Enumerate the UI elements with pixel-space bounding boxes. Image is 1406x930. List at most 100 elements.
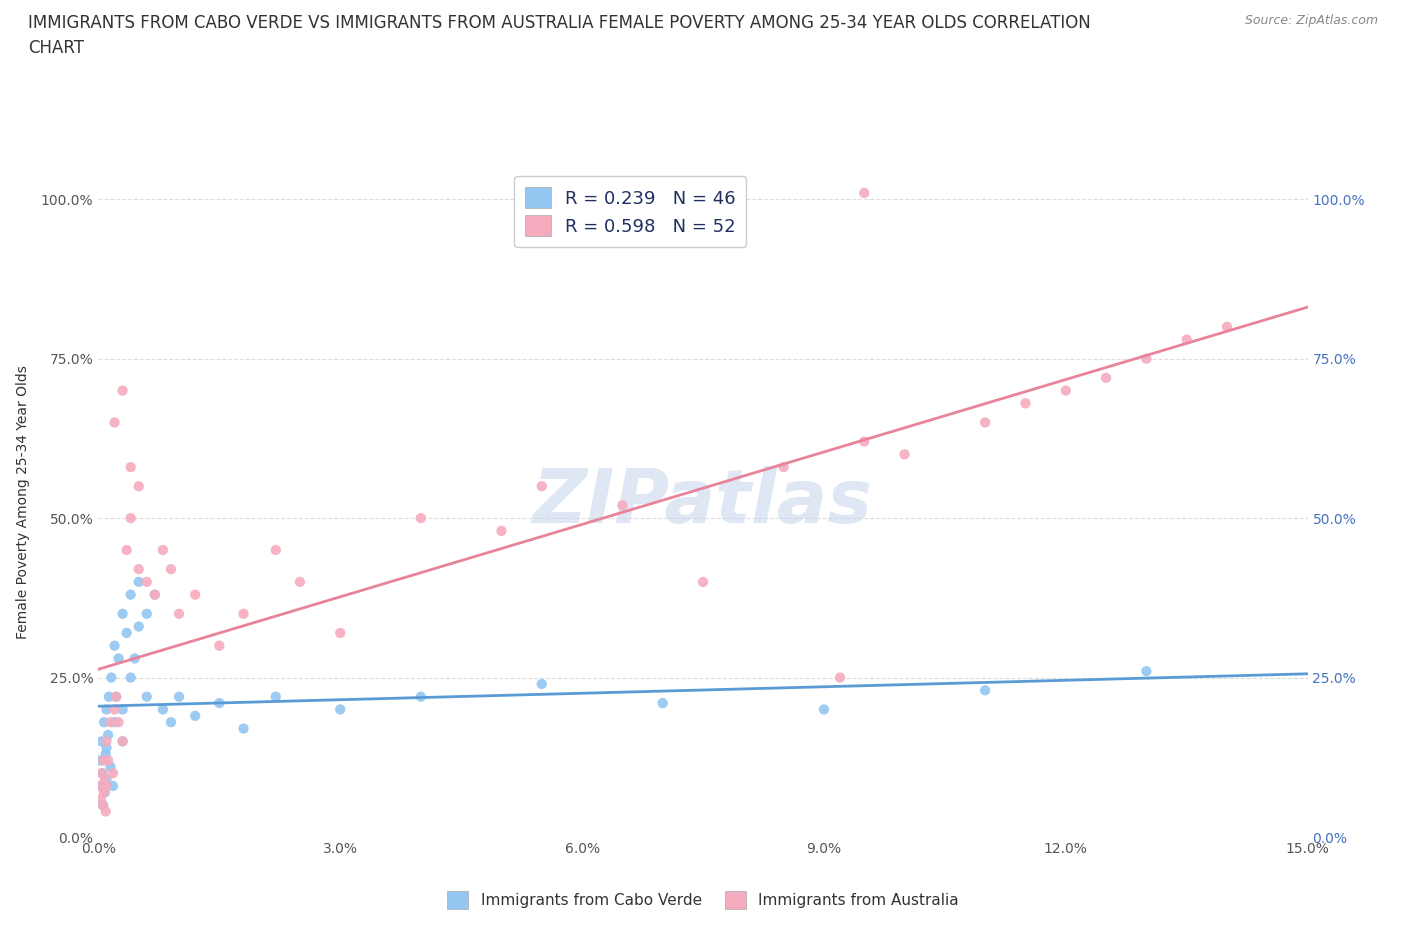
Point: [264, 689, 287, 704]
Point: [1054, 383, 1077, 398]
Point: [120, 671, 142, 685]
Point: [128, 619, 150, 634]
Point: [89, 753, 111, 768]
Point: [91, 798, 114, 813]
Point: [232, 721, 254, 736]
Point: [103, 415, 125, 430]
Point: [94, 785, 117, 800]
Point: [103, 638, 125, 653]
Point: [208, 638, 231, 653]
Point: [93, 785, 115, 800]
Point: [120, 511, 142, 525]
Point: [103, 715, 125, 730]
Point: [96, 734, 118, 749]
Point: [184, 587, 207, 602]
Point: [124, 651, 146, 666]
Point: [893, 447, 915, 462]
Point: [103, 702, 125, 717]
Point: [1135, 664, 1157, 679]
Point: [329, 626, 352, 641]
Point: [1135, 352, 1157, 366]
Point: [94, 747, 117, 762]
Point: [105, 689, 128, 704]
Point: [100, 760, 122, 775]
Point: [96, 772, 118, 787]
Point: [97, 753, 120, 768]
Point: [1014, 396, 1036, 411]
Point: [135, 689, 157, 704]
Point: [111, 383, 134, 398]
Point: [100, 671, 122, 685]
Point: [208, 696, 231, 711]
Point: [184, 709, 207, 724]
Point: [91, 765, 114, 780]
Point: [288, 575, 311, 590]
Point: [530, 676, 553, 691]
Point: [167, 689, 190, 704]
Point: [160, 562, 183, 577]
Point: [90, 765, 112, 780]
Point: [90, 778, 112, 793]
Point: [692, 575, 714, 590]
Point: [329, 702, 352, 717]
Point: [100, 715, 122, 730]
Point: [232, 606, 254, 621]
Point: [651, 696, 673, 711]
Point: [1175, 332, 1198, 347]
Point: [111, 734, 134, 749]
Point: [96, 778, 118, 793]
Point: [409, 511, 432, 525]
Point: [1095, 370, 1118, 385]
Point: [853, 185, 876, 200]
Point: [167, 606, 190, 621]
Point: [409, 689, 432, 704]
Point: [143, 587, 166, 602]
Point: [101, 765, 124, 780]
Point: [853, 434, 876, 449]
Point: [974, 415, 997, 430]
Point: [1216, 319, 1239, 334]
Point: [89, 778, 111, 793]
Point: [135, 575, 157, 590]
Point: [107, 651, 129, 666]
Point: [91, 798, 114, 813]
Point: [128, 575, 150, 590]
Point: [97, 727, 120, 742]
Point: [160, 715, 183, 730]
Point: [111, 734, 134, 749]
Point: [813, 702, 835, 717]
Point: [143, 587, 166, 602]
Point: [772, 459, 794, 474]
Text: ZIPatlas: ZIPatlas: [533, 466, 873, 538]
Point: [107, 715, 129, 730]
Point: [105, 689, 128, 704]
Legend: Immigrants from Cabo Verde, Immigrants from Australia: Immigrants from Cabo Verde, Immigrants f…: [440, 884, 966, 916]
Point: [96, 740, 118, 755]
Point: [94, 804, 117, 819]
Point: [115, 626, 138, 641]
Point: [128, 479, 150, 494]
Text: Source: ZipAtlas.com: Source: ZipAtlas.com: [1244, 14, 1378, 27]
Point: [101, 778, 124, 793]
Point: [111, 702, 134, 717]
Text: IMMIGRANTS FROM CABO VERDE VS IMMIGRANTS FROM AUSTRALIA FEMALE POVERTY AMONG 25-: IMMIGRANTS FROM CABO VERDE VS IMMIGRANTS…: [28, 14, 1091, 32]
Point: [264, 542, 287, 557]
Point: [530, 479, 553, 494]
Point: [974, 683, 997, 698]
Point: [128, 562, 150, 577]
Point: [91, 753, 114, 768]
Point: [96, 702, 118, 717]
Point: [491, 524, 513, 538]
Point: [135, 606, 157, 621]
Point: [90, 734, 112, 749]
Point: [152, 702, 174, 717]
Point: [612, 498, 634, 512]
Y-axis label: Female Poverty Among 25-34 Year Olds: Female Poverty Among 25-34 Year Olds: [15, 365, 30, 639]
Point: [97, 689, 120, 704]
Point: [94, 772, 117, 787]
Point: [115, 542, 138, 557]
Point: [120, 459, 142, 474]
Point: [93, 715, 115, 730]
Point: [828, 671, 851, 685]
Point: [90, 791, 112, 806]
